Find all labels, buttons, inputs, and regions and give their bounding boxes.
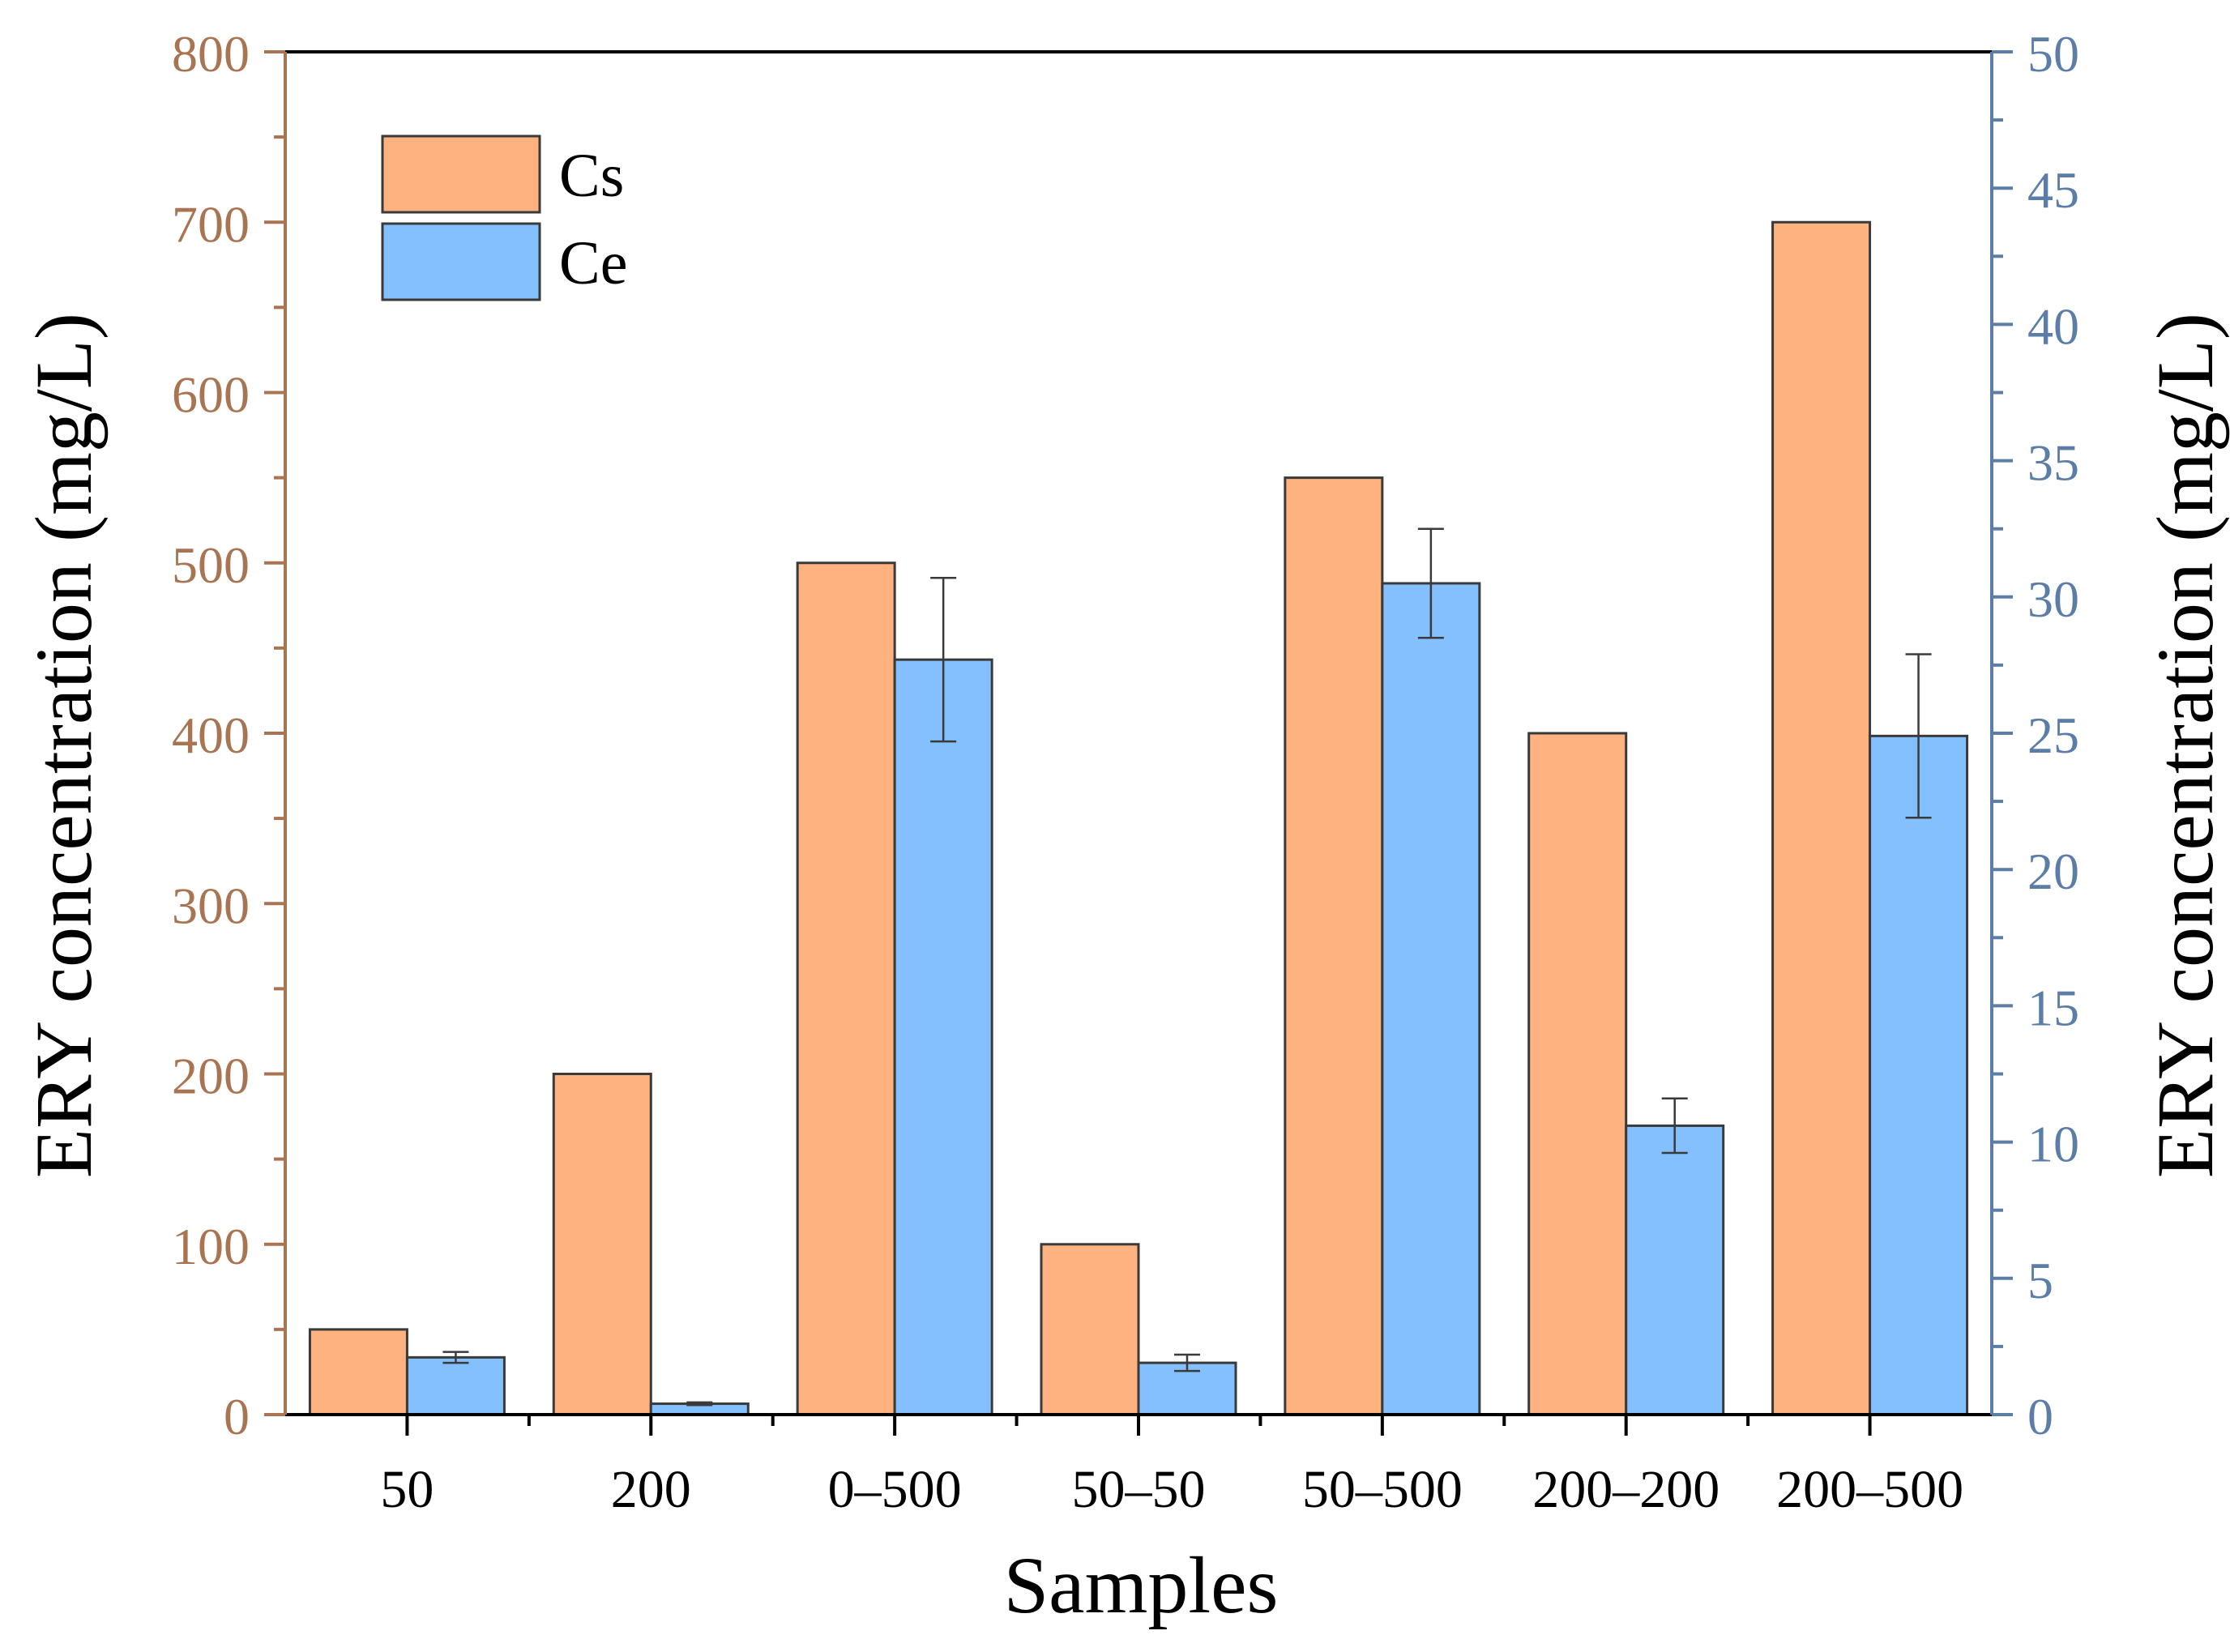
left-tick-label: 200 [172, 1048, 250, 1105]
right-tick-label: 20 [2027, 843, 2079, 900]
left-tick-label: 400 [172, 706, 250, 764]
series-cs-bars [308, 220, 1872, 1416]
legend-label-cs: Cs [559, 142, 624, 210]
plot-frame [284, 50, 1993, 1416]
series-ce-bars [405, 582, 1969, 1416]
errorbar-ce-3 [930, 577, 957, 743]
errorbar-ce-4 [1174, 1353, 1200, 1372]
right-axis-title: ERY concentration (mg/L) [2140, 313, 2230, 1178]
right-tick-label: 10 [2027, 1116, 2079, 1173]
left-axis-title: ERY concentration (mg/L) [19, 313, 109, 1178]
left-tick-label: 100 [172, 1218, 250, 1275]
right-tick-label: 45 [2027, 161, 2079, 219]
bar-cs-1 [308, 1328, 408, 1416]
errorbar-ce-7 [1905, 653, 1932, 819]
right-axis-ticks: 0 5 10 15 20 25 30 35 40 45 50 [1992, 25, 2079, 1445]
x-tick-label: 200–500 [1776, 1460, 1963, 1519]
right-tick-label: 5 [2027, 1252, 2053, 1309]
bar-cs-2 [552, 1073, 652, 1416]
x-tick-label: 50 [380, 1460, 434, 1519]
left-tick-label: 800 [172, 25, 250, 83]
left-tick-label: 300 [172, 877, 250, 934]
bar-cs-6 [1527, 732, 1628, 1416]
x-axis-ticks: 50 200 0–500 50–50 50–500 200–200 200–500 [380, 1415, 1963, 1519]
legend-label-ce: Ce [559, 229, 627, 297]
left-axis-ticks: 0 100 200 300 400 500 600 700 800 [172, 25, 285, 1445]
series-ce-error-bars [442, 527, 1932, 1407]
bar-ce-1 [405, 1355, 506, 1416]
x-tick-label: 50–500 [1302, 1460, 1463, 1519]
x-tick-label: 50–50 [1072, 1460, 1206, 1519]
bar-cs-4 [1040, 1243, 1140, 1416]
errorbar-ce-5 [1417, 527, 1444, 639]
x-tick-label: 200 [611, 1460, 691, 1519]
left-tick-label: 500 [172, 536, 250, 594]
bar-ce-7 [1869, 734, 1969, 1416]
bar-ce-5 [1381, 582, 1481, 1416]
left-tick-label: 700 [172, 195, 250, 253]
errorbar-ce-2 [686, 1401, 713, 1407]
errorbar-ce-1 [442, 1351, 469, 1364]
right-tick-label: 40 [2027, 297, 2079, 355]
right-tick-label: 30 [2027, 570, 2079, 628]
right-tick-label: 25 [2027, 706, 2079, 764]
legend: Cs Ce [381, 134, 627, 301]
x-axis-title: Samples [1004, 1540, 1279, 1630]
legend-swatch-cs [381, 134, 541, 214]
right-tick-label: 50 [2027, 25, 2079, 83]
x-tick-label: 0–500 [828, 1460, 962, 1519]
bar-ce-6 [1625, 1124, 1725, 1416]
right-tick-label: 15 [2027, 979, 2079, 1036]
errorbar-ce-6 [1661, 1097, 1688, 1155]
legend-swatch-ce [381, 222, 541, 301]
right-tick-label: 35 [2027, 434, 2079, 492]
x-tick-label: 200–200 [1532, 1460, 1719, 1519]
bar-ce-3 [893, 658, 993, 1416]
bar-cs-7 [1771, 220, 1872, 1416]
right-tick-label: 0 [2027, 1388, 2053, 1445]
left-tick-label: 0 [224, 1388, 250, 1445]
bar-cs-3 [796, 561, 896, 1416]
left-tick-label: 600 [172, 366, 250, 424]
bar-cs-5 [1284, 476, 1384, 1416]
